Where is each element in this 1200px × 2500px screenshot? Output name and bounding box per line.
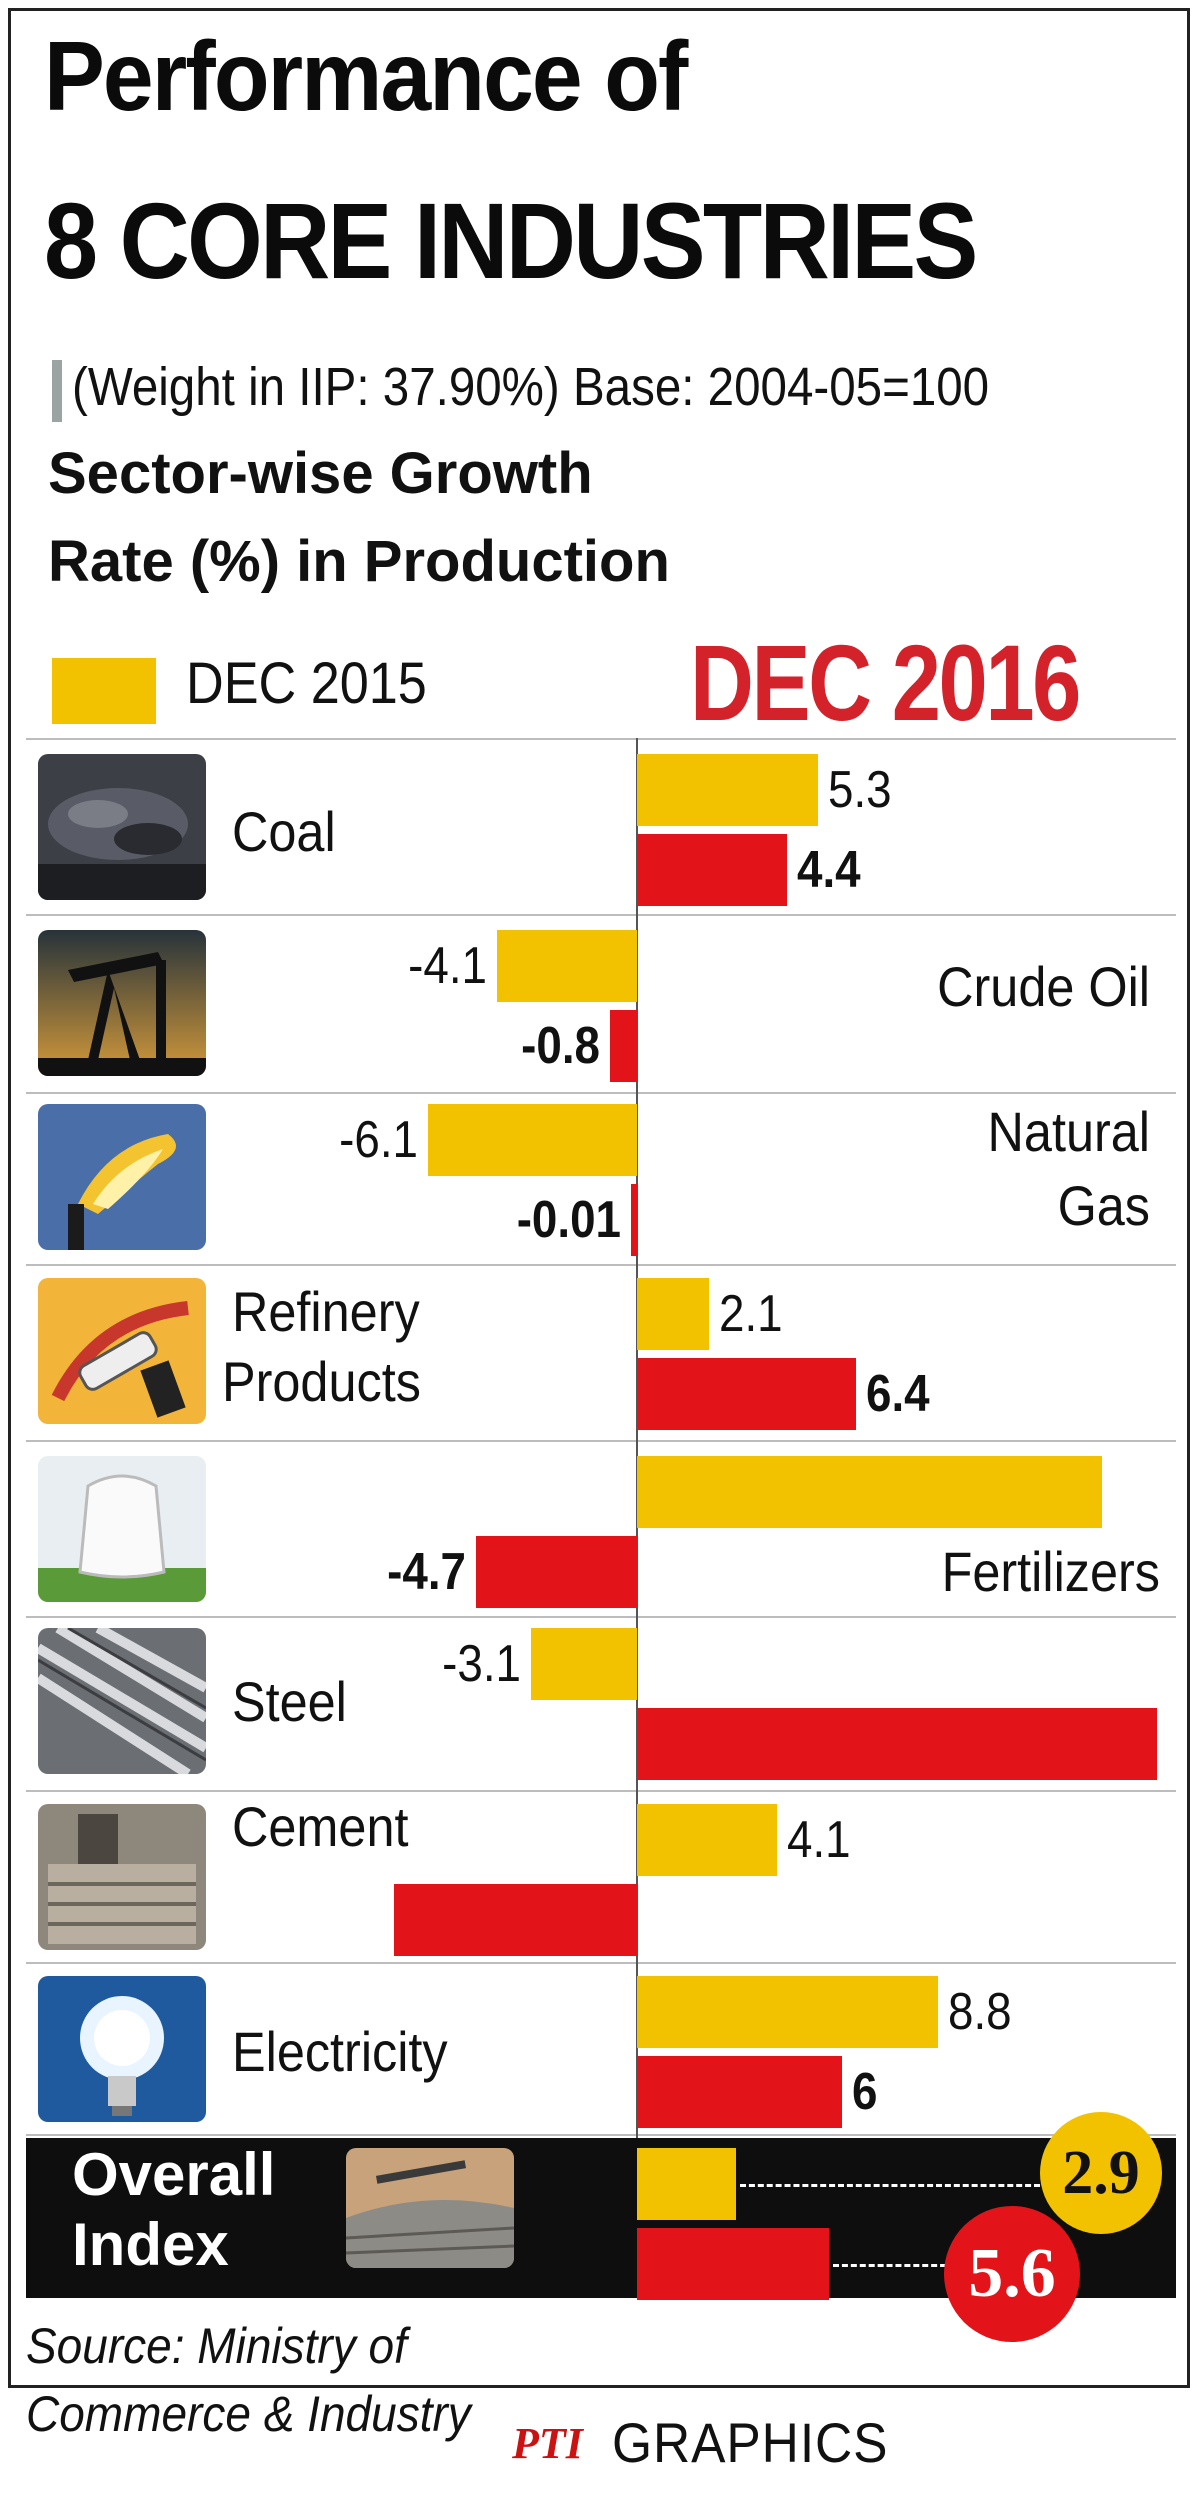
bar-natural-gas-dec-2015 (428, 1104, 637, 1176)
bar-coal-dec-2015 (637, 754, 819, 826)
category-label-refinery-1: Refinery (232, 1280, 420, 1343)
category-label-fertilizers: Fertilizers (941, 1540, 1160, 1603)
category-label-refinery-2: Products (222, 1350, 421, 1413)
bar-crude-oil-dec-2016 (609, 1010, 637, 1082)
row-separator (26, 1440, 1176, 1442)
bar-cement-dec-2015 (637, 1804, 778, 1876)
subtitle: (Weight in IIP: 37.90%) Base: 2004-05=10… (72, 357, 990, 417)
legend-swatch-dec-2015 (52, 658, 156, 724)
title-line-1: Performance of (44, 21, 688, 131)
value-label-cement-dec-2015: 4.1 (787, 1811, 851, 1869)
bar-coal-dec-2016 (637, 834, 788, 906)
bar-cement-dec-2016 (394, 1884, 637, 1956)
category-label-overall-index: Overall Index (72, 2140, 275, 2280)
value-label-electricity-dec-2016: 6 (852, 2063, 878, 2121)
value-label-steel-dec-2015: -3.1 (442, 1635, 521, 1693)
value-label-fertilizers-dec-2016: -4.7 (387, 1543, 467, 1601)
steel-rods-icon (38, 1628, 206, 1774)
subtitle-marker (52, 360, 62, 422)
chart-heading-line-1: Sector-wise Growth (48, 441, 593, 506)
leader-line-dec-2016 (832, 2264, 955, 2267)
overall-index-icon (346, 2148, 514, 2268)
value-label-crude-oil-dec-2015: -4.1 (407, 937, 487, 995)
bar-natural-gas-dec-2016 (631, 1184, 637, 1256)
source-line-1: Source: Ministry of (26, 2318, 407, 2374)
leader-line-dec-2015 (740, 2184, 1040, 2187)
bar-refinery-products-dec-2016 (637, 1358, 856, 1430)
pti-logo: PTI (512, 2419, 583, 2468)
legend-label-dec-2016: DEC 2016 (690, 622, 1081, 743)
row-separator (26, 738, 1176, 740)
value-label-natural-gas-dec-2015: -6.1 (339, 1111, 419, 1169)
source-line-2: Commerce & Industry (26, 2386, 471, 2442)
fertilizer-sack-icon (38, 1456, 206, 1602)
overall-badge-dec-2016: 5.6 (944, 2206, 1080, 2342)
legend-label-dec-2015: DEC 2015 (186, 651, 427, 716)
row-separator (26, 2134, 1176, 2136)
overall-badge-dec-2015: 2.9 (1040, 2112, 1162, 2234)
row-separator (26, 914, 1176, 916)
fuel-nozzle-icon (38, 1278, 206, 1424)
bar-fertilizers-dec-2016 (476, 1536, 637, 1608)
overall-label-line-1: Overall (72, 2141, 276, 2208)
infographic-frame (8, 8, 1190, 2388)
bar-refinery-products-dec-2015 (637, 1278, 709, 1350)
category-label-electricity: Electricity (232, 2020, 448, 2083)
value-label-refinery-products-dec-2015: 2.1 (718, 1285, 783, 1343)
value-label-refinery-products-dec-2016: 6.4 (865, 1365, 930, 1423)
row-separator (26, 1962, 1176, 1964)
bar-overall-index-dec-2015 (637, 2148, 737, 2220)
gas-flare-icon (38, 1104, 206, 1250)
category-label-natural-gas-2: Gas (1057, 1174, 1150, 1237)
row-separator (26, 1616, 1176, 1618)
oil-pump-icon (38, 930, 206, 1076)
bar-electricity-dec-2016 (637, 2056, 843, 2128)
row-separator (26, 1092, 1176, 1094)
category-label-crude-oil: Crude Oil (937, 955, 1150, 1018)
bar-overall-index-dec-2016 (637, 2228, 829, 2300)
category-label-cement: Cement (232, 1795, 409, 1858)
bar-electricity-dec-2015 (637, 1976, 938, 2048)
value-label-coal-dec-2016: 4.4 (797, 841, 862, 899)
graphics-credit: GRAPHICS (612, 2411, 889, 2474)
coal-icon (38, 754, 206, 900)
chart-heading-line-2: Rate (%) in Production (48, 529, 670, 594)
light-bulb-icon (38, 1976, 206, 2122)
value-label-electricity-dec-2015: 8.8 (947, 1983, 1012, 2041)
source-note: Source: Ministry of Commerce & Industry (26, 2312, 471, 2448)
bar-fertilizers-dec-2015 (637, 1456, 1103, 1528)
bar-steel-dec-2015 (530, 1628, 637, 1700)
value-label-natural-gas-dec-2016: -0.01 (516, 1191, 621, 1249)
value-label-crude-oil-dec-2016: -0.8 (520, 1017, 600, 1075)
category-label-steel: Steel (232, 1670, 347, 1733)
row-separator (26, 1790, 1176, 1792)
title-line-2: 8 CORE INDUSTRIES (44, 180, 978, 301)
category-label-coal: Coal (232, 800, 336, 863)
bar-crude-oil-dec-2015 (496, 930, 637, 1002)
cement-bags-icon (38, 1804, 206, 1950)
overall-label-line-2: Index (72, 2211, 229, 2278)
value-label-coal-dec-2015: 5.3 (828, 761, 892, 819)
category-label-natural-gas-1: Natural (987, 1100, 1150, 1163)
row-separator (26, 1264, 1176, 1266)
bar-steel-dec-2016 (637, 1708, 1157, 1780)
